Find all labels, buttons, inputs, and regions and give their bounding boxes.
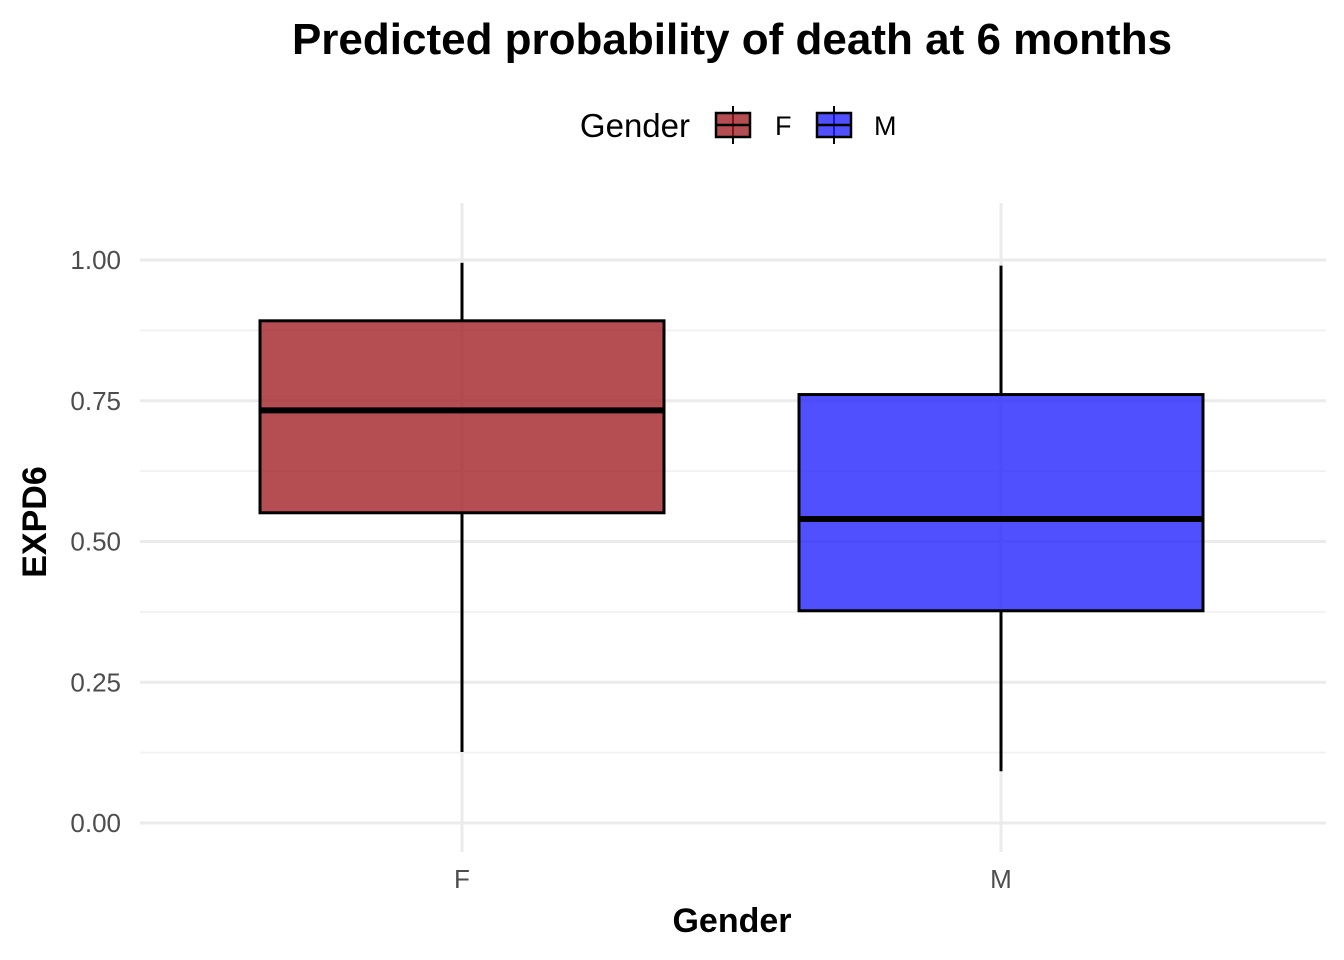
box-M [797, 265, 1205, 772]
legend-key-F [714, 106, 752, 144]
boxes [258, 262, 1205, 772]
box-iqr [258, 319, 666, 515]
x-axis-title: Gender [672, 902, 791, 940]
y-axis-title: EXPD6 [16, 466, 54, 578]
chart-title: Predicted probability of death at 6 mont… [292, 15, 1172, 64]
x-tick-label: F [454, 864, 470, 894]
box-iqr [797, 393, 1205, 613]
legend-label: M [874, 111, 897, 141]
legend-key-M [815, 106, 853, 144]
y-tick-label: 0.25 [70, 667, 121, 697]
x-tick-label: M [990, 864, 1012, 894]
legend-title: Gender [580, 107, 690, 144]
y-tick-label: 0.75 [70, 386, 121, 416]
legend-label: F [775, 111, 792, 141]
box-F [258, 262, 666, 753]
y-tick-label: 0.00 [70, 808, 121, 838]
legend: Gender F M [580, 106, 897, 144]
y-tick-label: 0.50 [70, 527, 121, 557]
y-axis-ticks: 0.00 0.25 0.50 0.75 1.00 [70, 245, 121, 838]
y-tick-label: 1.00 [70, 245, 121, 275]
